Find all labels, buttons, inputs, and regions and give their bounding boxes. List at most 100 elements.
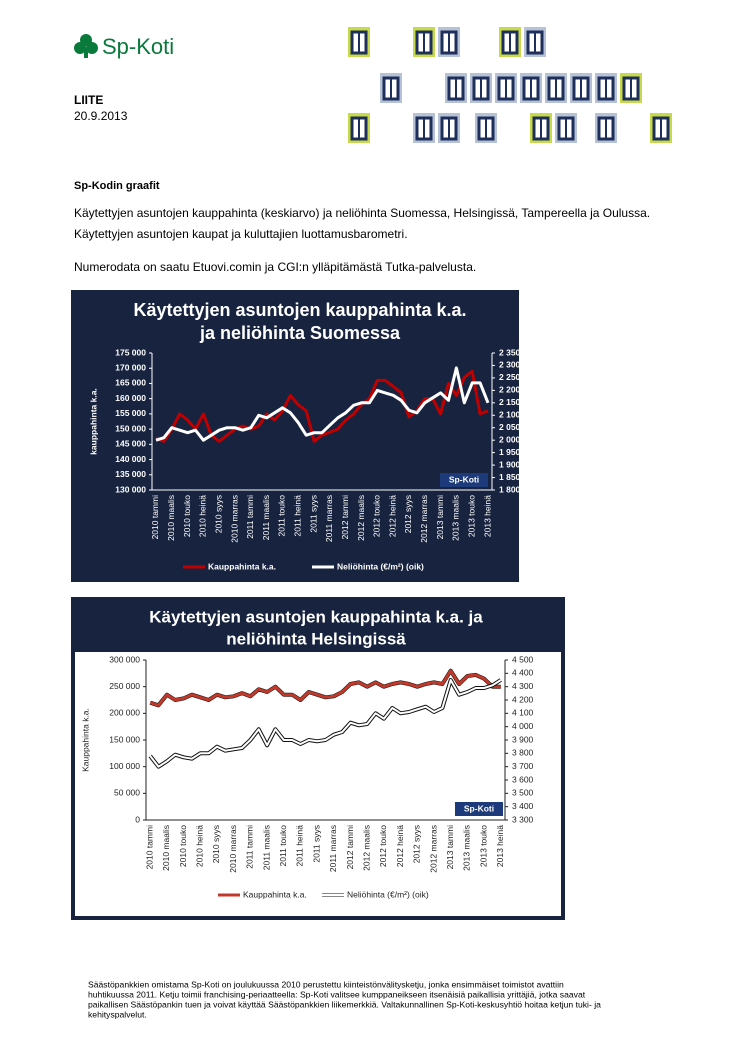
y2-tick-label: 3 400 [512,801,534,811]
y2-tick-label: 2 300 [499,360,521,370]
y2-tick-label: 3 500 [512,788,534,798]
x-tick-label: 2012 marras [428,825,438,873]
x-tick-label: 2012 syys [403,495,413,533]
series-line [149,669,501,707]
y-tick-label: 0 [135,814,140,824]
footer-text: kehityspalvelut. [88,1009,147,1019]
x-tick-label: 2010 tammi [144,825,154,870]
x-tick-label: 2010 marras [229,495,239,543]
x-tick-label: 2011 touko [278,825,288,867]
x-tick-label: 2012 tammi [340,495,350,540]
y2-tick-label: 1 800 [499,484,521,494]
y-tick-label: 300 000 [109,654,140,664]
y-tick-label: 145 000 [115,439,146,449]
x-tick-label: 2010 touko [182,495,192,537]
label: LIITE [74,93,103,107]
x-tick-label: 2013 maalis [451,495,461,541]
y2-tick-label: 1 950 [499,447,521,457]
y2-tick-label: 1 850 [499,472,521,482]
x-tick-label: 2011 maalis [261,495,271,540]
x-tick-label: 2012 syys [412,825,422,863]
y2-tick-label: 4 300 [512,681,534,691]
x-tick-label: 2010 syys [211,825,221,863]
x-tick-label: 2011 syys [311,825,321,863]
x-tick-label: 2012 heinä [395,825,405,867]
badge [455,802,503,816]
y-tick-label: 135 000 [115,469,146,479]
paragraph: Numerodata on saatu Etuovi.comin ja CGI:… [74,260,476,274]
x-tick-label: 2011 marras [324,495,334,542]
x-tick-label: 2010 heinä [198,495,208,537]
x-tick-label: 2011 maalis [261,825,271,870]
plot-background [75,652,561,916]
y-tick-label: 170 000 [115,362,146,372]
y-tick-label: 200 000 [109,708,140,718]
y2-tick-label: 2 050 [499,422,521,432]
y2-tick-label: 3 700 [512,761,534,771]
y2-tick-label: 2 200 [499,385,521,395]
x-tick-label: 2012 touko [378,825,388,867]
series-line [155,366,490,442]
x-tick-label: 2012 heinä [387,495,397,537]
date: 20.9.2013 [74,109,128,123]
y2-tick-label: 2 150 [499,397,521,407]
legend-label: Neliöhinta (€/m²) (oik) [337,561,424,571]
x-tick-label: 2010 heinä [195,825,205,867]
y-tick-label: 140 000 [115,454,146,464]
y-axis-label: Kauppahinta k.a. [80,708,90,772]
y-tick-label: 250 000 [109,681,140,691]
x-tick-label: 2013 heinä [495,825,505,867]
y2-tick-label: 2 350 [499,347,521,357]
x-tick-label: 2012 touko [372,495,382,537]
x-tick-label: 2010 syys [213,495,223,533]
x-tick-label: 2011 heinä [295,825,305,867]
x-tick-label: 2013 tammi [445,825,455,870]
y2-tick-label: 4 000 [512,721,534,731]
footer-text: huhtikuussa 2011. Ketju toimii franchisi… [88,989,586,999]
x-tick-label: 2012 tammi [345,825,355,870]
x-tick-label: 2013 touko [478,825,488,867]
x-tick-label: 2010 tammi [150,495,160,540]
y-tick-label: 160 000 [115,393,146,403]
logo-text: Sp-Koti [102,34,174,59]
y2-tick-label: 3 900 [512,734,534,744]
y2-tick-label: 1 900 [499,459,521,469]
y2-tick-label: 2 250 [499,372,521,382]
x-tick-label: 2011 tammi [245,495,255,539]
y2-tick-label: 2 000 [499,434,521,444]
legend-label: Neliöhinta (€/m²) (oik) [347,889,429,899]
y-tick-label: 155 000 [115,408,146,418]
x-tick-label: 2010 maalis [161,825,171,871]
logo-icon [74,34,98,58]
chart-title: Käytettyjen asuntojen kauppahinta k.a. j… [149,607,483,626]
y2-tick-label: 3 600 [512,774,534,784]
y-tick-label: 100 000 [109,761,140,771]
x-tick-label: 2011 marras [328,825,338,872]
y-tick-label: 150 000 [109,734,140,744]
x-tick-label: 2010 maalis [166,495,176,541]
y2-tick-label: 4 200 [512,694,534,704]
y2-tick-label: 4 400 [512,668,534,678]
x-tick-label: 2011 tammi [245,825,255,869]
y-tick-label: 175 000 [115,347,146,357]
paragraph: Käytettyjen asuntojen kauppahinta (keski… [74,206,650,220]
footer-text: Säästöpankkien omistama Sp-Koti on joulu… [88,979,564,989]
badge [440,473,488,487]
badge-text: Sp-Koti [464,803,494,813]
y-axis-label: kauppahinta k.a. [88,388,98,455]
x-tick-label: 2011 touko [277,495,287,537]
x-tick-label: 2010 marras [228,825,238,873]
legend-label: Kauppahinta k.a. [243,889,307,899]
y2-tick-label: 4 100 [512,708,534,718]
x-tick-label: 2012 marras [419,495,429,543]
chart-title: Käytettyjen asuntojen kauppahinta k.a. [133,300,466,320]
heading: Sp-Kodin graafit [74,180,160,192]
paragraph: Käytettyjen asuntojen kaupat ja kuluttaj… [74,227,408,241]
legend-label: Kauppahinta k.a. [208,561,276,571]
x-tick-label: 2012 maalis [356,495,366,541]
chart-title: ja neliöhinta Suomessa [199,323,401,343]
x-tick-label: 2013 maalis [462,825,472,871]
chart-background [71,290,519,582]
x-tick-label: 2013 tammi [435,495,445,540]
